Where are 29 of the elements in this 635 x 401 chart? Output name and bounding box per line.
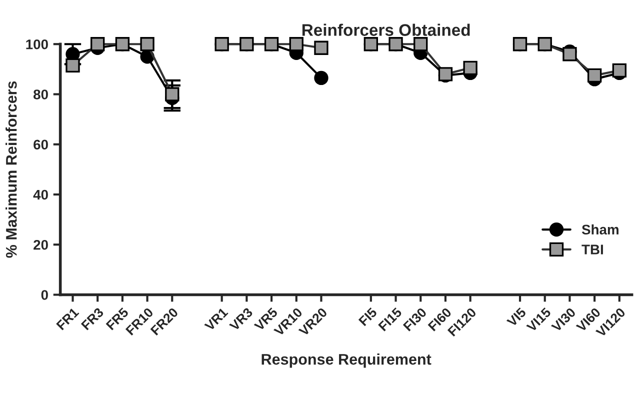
point — [463, 60, 478, 76]
point — [90, 37, 105, 52]
x-tick-label: VI5 — [506, 307, 527, 328]
point — [140, 37, 154, 52]
y-tick-label: 20 — [34, 240, 48, 250]
y-tick-label: 0 — [41, 290, 48, 300]
point — [66, 58, 80, 72]
point — [562, 47, 577, 62]
y-tick-label: 100 — [26, 39, 48, 50]
chart-title: Reinforcers Obtained — [302, 24, 470, 36]
y-axis-title: % Maximum Reinforcers — [6, 81, 17, 258]
x-axis-title: Response Requirement — [262, 354, 432, 368]
point — [289, 37, 304, 52]
x-tick-label: FR1 — [56, 307, 80, 330]
point — [165, 87, 180, 102]
x-tick-label: VR3 — [228, 307, 254, 332]
legend-label: TBI — [582, 244, 603, 254]
y-tick-label: 80 — [34, 90, 48, 100]
point — [587, 68, 602, 83]
y-tick-label: 60 — [34, 140, 48, 150]
x-tick-label: FI5 — [358, 307, 378, 326]
legend-label: Sham — [582, 224, 618, 235]
point — [314, 40, 328, 55]
point — [612, 63, 626, 78]
point — [414, 37, 428, 52]
x-tick-label: VR1 — [204, 307, 228, 332]
y-tick-label: 40 — [33, 190, 48, 200]
x-tick-label: VI30 — [550, 307, 576, 333]
point — [314, 70, 328, 86]
